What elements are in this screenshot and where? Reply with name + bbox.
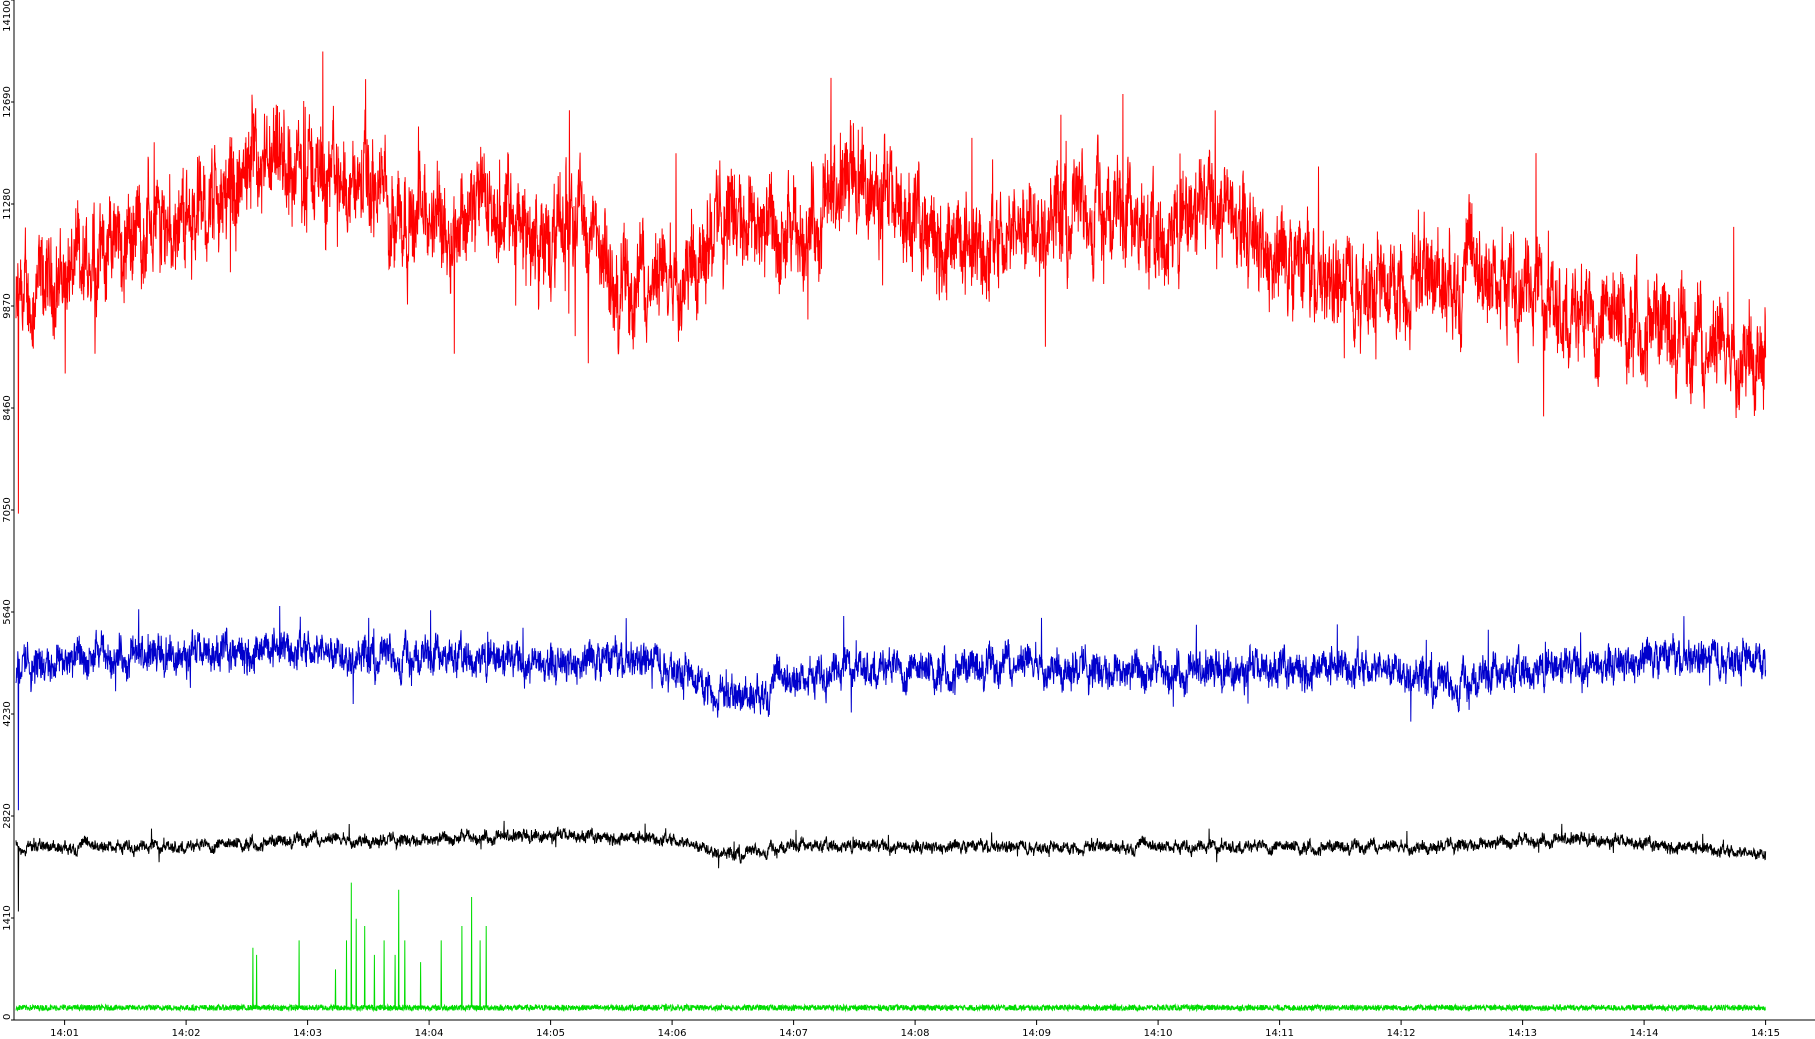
y-ticks: 0 1410 2820 4230 5640 7050 8460 9870 11280 12690 1… [2,0,14,1021]
x-tick-label: 14:15 [1751,1028,1780,1039]
series-line-blue [15,605,1767,811]
x-tick-label: 14:06 [658,1028,687,1039]
y-tick-label: 4230 [2,701,13,726]
series-layer [15,51,1767,1013]
x-tick-label: 14:09 [1022,1028,1051,1039]
x-tick-label: 14:05 [536,1028,565,1039]
x-tick-label: 14:13 [1508,1028,1537,1039]
x-tick-label: 14:11 [1265,1028,1294,1039]
x-tick-label: 14:08 [901,1028,930,1039]
x-tick-label: 14:10 [1144,1028,1173,1039]
y-tick-label: 11280 [2,188,13,220]
series-line-green [15,882,1766,1013]
x-ticks: 14:01 14:02 14:03 14:04 14:05 14:06 14:07 14:08… [50,1020,1780,1039]
x-tick-label: 14:02 [172,1028,201,1039]
y-tick-label: 2820 [2,803,13,828]
y-tick-label: 0 [2,1014,13,1020]
series-line-black [15,820,1767,912]
series-line-red [15,51,1767,514]
x-tick-label: 14:03 [293,1028,322,1039]
x-tick-label: 14:04 [415,1028,444,1039]
x-tick-label: 14:12 [1387,1028,1416,1039]
y-tick-label: 8460 [2,395,13,420]
x-tick-label: 14:01 [50,1028,79,1039]
y-tick-label: 7050 [2,497,13,522]
y-tick-label: 5640 [2,599,13,624]
y-tick-label: 14100 [2,0,13,32]
y-tick-label: 1410 [2,905,13,930]
x-tick-label: 14:07 [779,1028,808,1039]
y-tick-label: 9870 [2,293,13,318]
x-tick-label: 14:14 [1630,1028,1659,1039]
y-tick-label: 12690 [2,86,13,118]
